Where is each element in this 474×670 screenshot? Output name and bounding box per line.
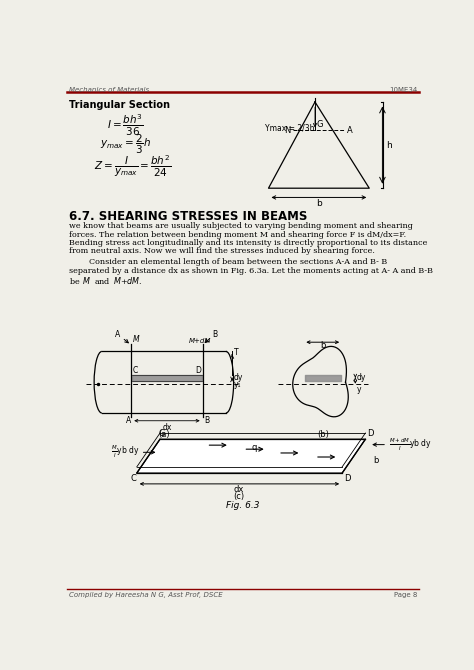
Text: we know that beams are usually subjected to varying bending moment and shearing: we know that beams are usually subjected… — [69, 222, 412, 230]
Text: h: h — [386, 141, 392, 149]
Text: q: q — [252, 443, 257, 452]
Text: b: b — [320, 340, 326, 350]
Text: A: A — [115, 330, 120, 339]
Text: D: D — [344, 474, 350, 483]
Text: Triangular Section: Triangular Section — [69, 100, 170, 110]
Text: N: N — [284, 126, 291, 135]
Text: B: B — [204, 416, 210, 425]
Text: y₁: y₁ — [234, 380, 241, 389]
Text: Page 8: Page 8 — [394, 592, 417, 598]
Text: Compiled by Hareesha N G, Asst Prof, DSCE: Compiled by Hareesha N G, Asst Prof, DSC… — [69, 592, 222, 598]
Text: B: B — [212, 330, 217, 339]
Text: b: b — [373, 456, 379, 464]
Text: C: C — [130, 474, 137, 483]
Text: Mechanics of Materials: Mechanics of Materials — [69, 86, 149, 92]
Text: T: T — [234, 348, 238, 358]
Text: (b): (b) — [317, 430, 328, 439]
Text: $I = \dfrac{bh^3}{36}$: $I = \dfrac{bh^3}{36}$ — [107, 113, 144, 138]
Text: Consider an elemental length of beam between the sections A-A and B- B: Consider an elemental length of beam bet… — [69, 258, 387, 266]
Text: $\frac{M+dM}{I}$yb dy: $\frac{M+dM}{I}$yb dy — [389, 437, 432, 453]
Text: A: A — [126, 416, 131, 425]
Text: M: M — [133, 335, 139, 344]
Text: b: b — [316, 199, 322, 208]
Text: dy: dy — [357, 373, 366, 382]
Text: D: D — [367, 429, 374, 438]
Text: forces. The relation between bending moment M and shearing force F is dM/dx=F.: forces. The relation between bending mom… — [69, 230, 406, 239]
Text: C: C — [133, 366, 138, 375]
Text: Fig. 6.3: Fig. 6.3 — [226, 500, 260, 510]
Text: dx: dx — [162, 423, 172, 432]
Text: dy: dy — [234, 373, 243, 382]
Text: Ymax = 2/3h: Ymax = 2/3h — [264, 123, 314, 133]
Text: $y_{max} = \dfrac{2}{3}h$: $y_{max} = \dfrac{2}{3}h$ — [100, 133, 151, 156]
Polygon shape — [137, 440, 365, 473]
Text: C: C — [158, 429, 164, 438]
Text: A: A — [347, 126, 353, 135]
Text: from neutral axis. Now we will find the stresses induced by shearing force.: from neutral axis. Now we will find the … — [69, 247, 374, 255]
Text: D: D — [195, 366, 201, 375]
Text: G: G — [317, 120, 323, 129]
Text: 10ME34: 10ME34 — [389, 86, 417, 92]
Text: dx: dx — [234, 486, 244, 494]
Text: Bending stress act longitudinally and its intensity is directly proportional to : Bending stress act longitudinally and it… — [69, 239, 427, 247]
Text: (a): (a) — [158, 430, 170, 439]
Text: $\frac{M}{I}$yb dy: $\frac{M}{I}$yb dy — [110, 444, 139, 460]
Text: separated by a distance dx as shown in Fig. 6.3a. Let the moments acting at A- A: separated by a distance dx as shown in F… — [69, 267, 433, 275]
Text: M+dM: M+dM — [189, 338, 211, 344]
Text: 6.7. SHEARING STRESSES IN BEAMS: 6.7. SHEARING STRESSES IN BEAMS — [69, 210, 307, 222]
Text: be  $M$  and  $M$+$dM$.: be $M$ and $M$+$dM$. — [69, 275, 142, 286]
Text: $Z = \dfrac{I}{y_{max}} = \dfrac{bh^2}{24}$: $Z = \dfrac{I}{y_{max}} = \dfrac{bh^2}{2… — [94, 154, 172, 180]
Text: y: y — [357, 385, 361, 395]
Text: (c): (c) — [234, 492, 245, 501]
